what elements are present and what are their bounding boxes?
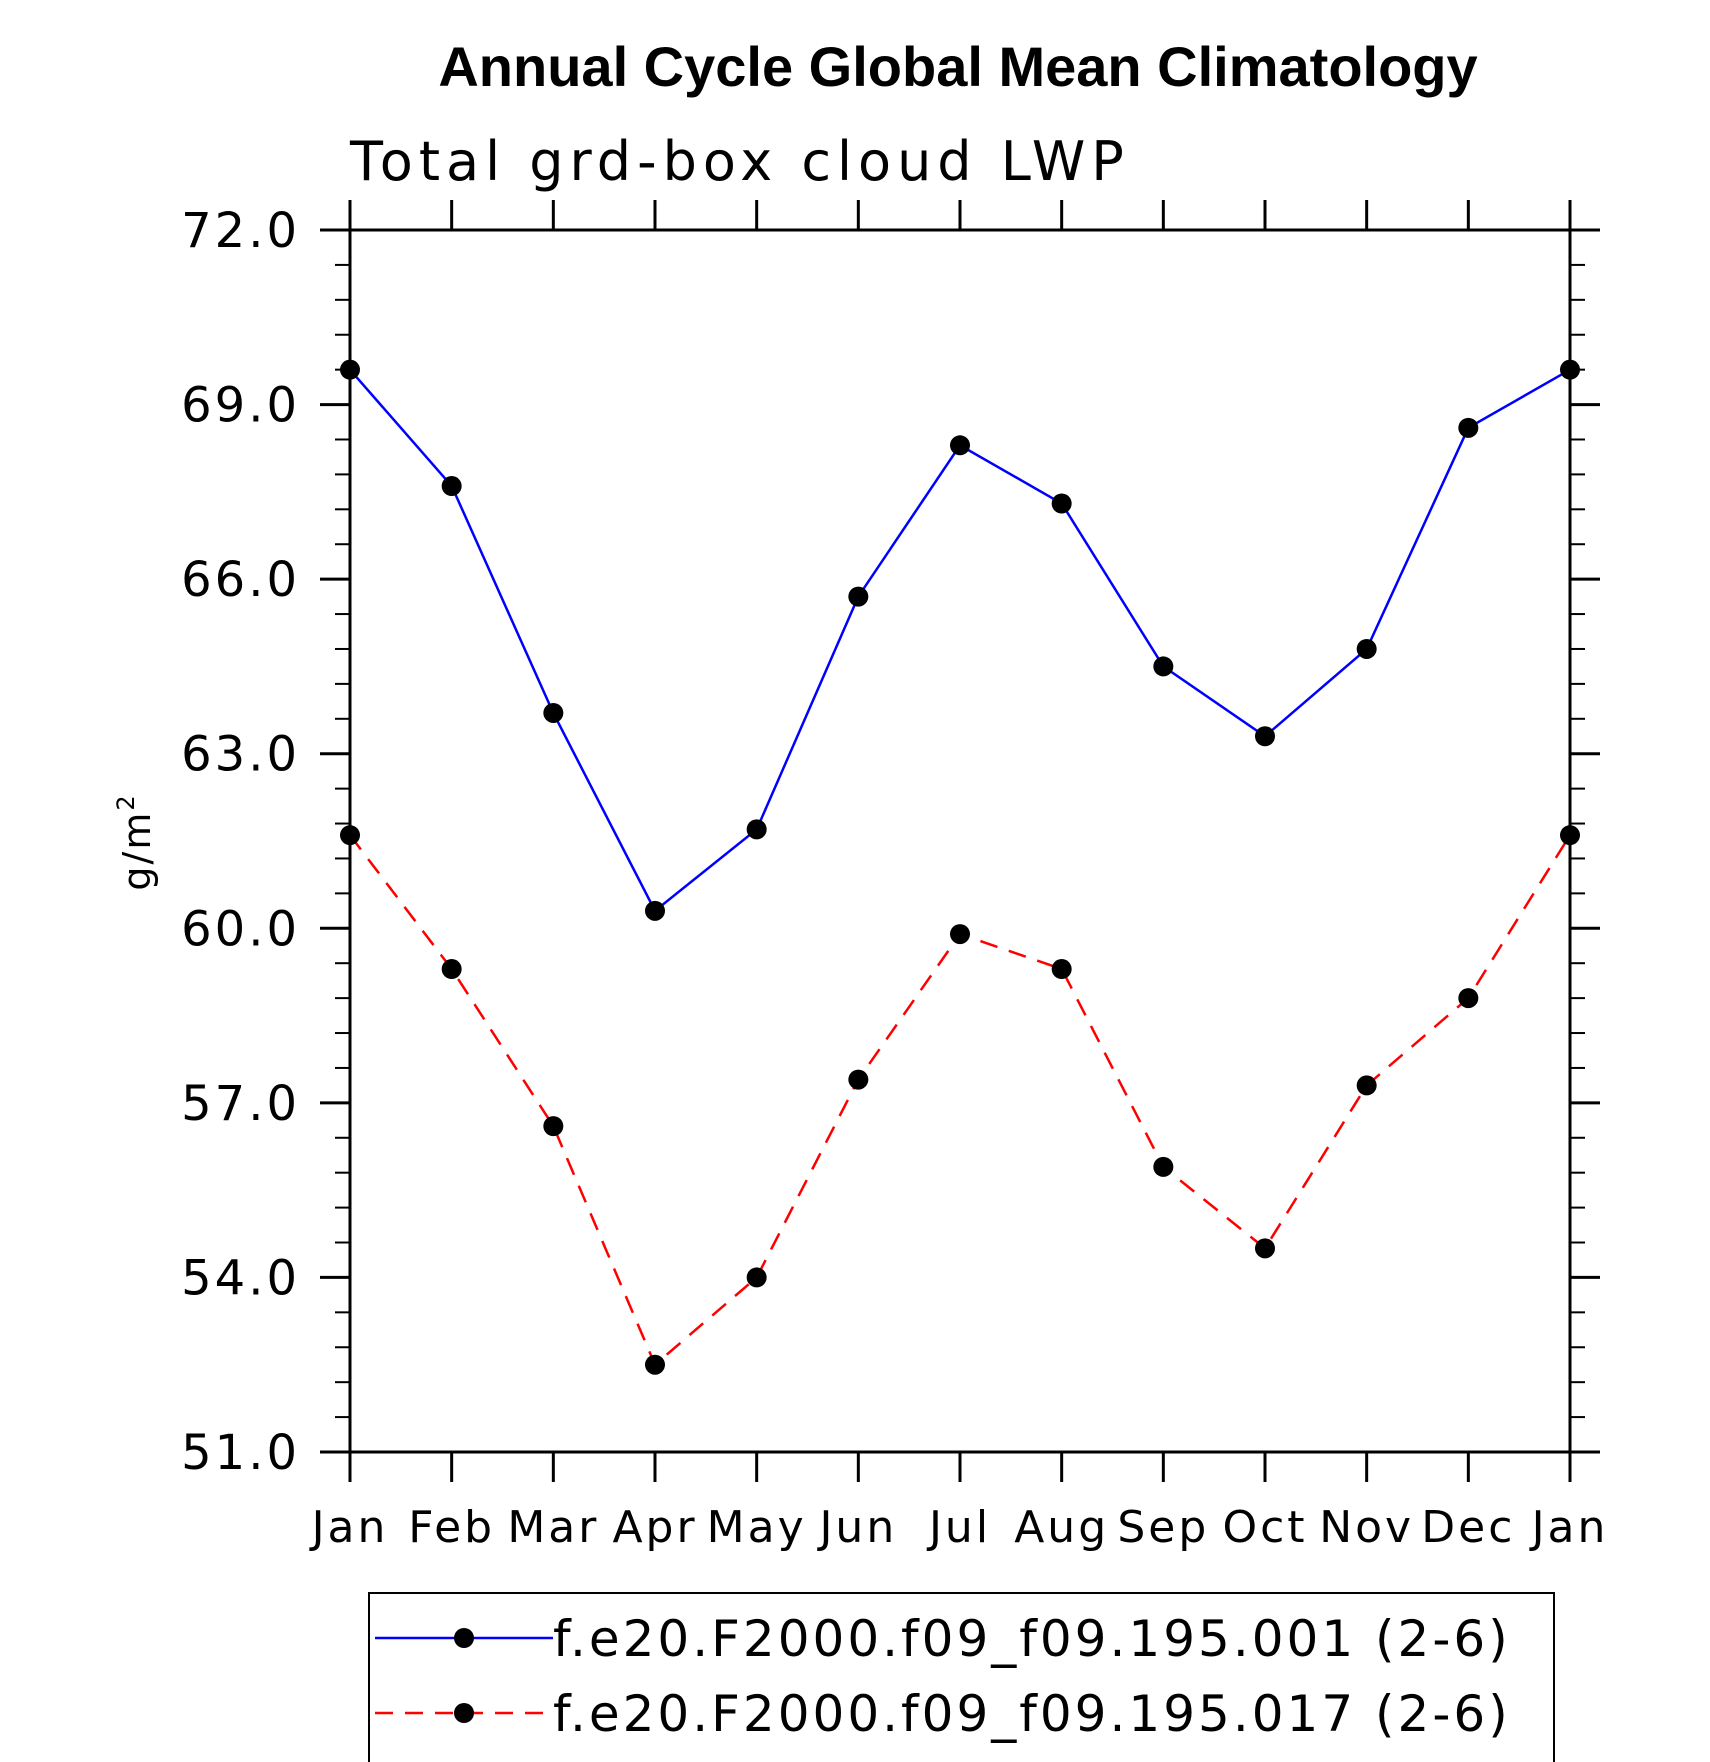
legend-marker-series-2: [454, 1703, 474, 1723]
y-tick-label: 66.0: [181, 552, 300, 608]
legend: f.e20.F2000.f09_f09.195.001 (2-6) f.e20.…: [368, 1592, 1555, 1762]
chart-subtitle: Total grd-box cloud LWP: [349, 130, 1130, 193]
plot-frame: [348, 228, 1572, 1454]
series-1-point: [1255, 726, 1275, 747]
y-tick-label: 54.0: [181, 1250, 300, 1306]
x-tick-label: Feb: [408, 1502, 495, 1553]
series-1-point: [1560, 359, 1580, 380]
series-1-point: [1458, 417, 1479, 438]
legend-label-series-2: f.e20.F2000.f09_f09.195.017 (2-6): [553, 1685, 1511, 1743]
series-1-point: [543, 702, 564, 723]
x-tick-label: Sep: [1117, 1502, 1209, 1553]
x-tick-label: Apr: [612, 1502, 697, 1553]
y-tick-label: 69.0: [181, 378, 300, 434]
legend-box: [368, 1592, 1555, 1762]
y-axis-label-exponent: 2: [112, 793, 140, 810]
series-1-point: [1356, 638, 1377, 659]
series-2-point: [340, 825, 360, 846]
y-axis-label-unit: g/m: [115, 811, 159, 891]
x-tick-label: Oct: [1222, 1502, 1307, 1553]
x-tick-label: Mar: [507, 1502, 599, 1553]
y-tick-label: 72.0: [181, 203, 300, 259]
y-tick-label: 63.0: [181, 727, 300, 783]
x-tick-label: Aug: [1014, 1502, 1109, 1553]
series-2-point: [441, 959, 462, 980]
series-2-point: [543, 1116, 564, 1137]
series-1-point: [645, 900, 665, 921]
series-2-point: [1560, 825, 1580, 846]
legend-marker-series-1: [454, 1628, 474, 1648]
series-2-point: [746, 1267, 767, 1288]
series-1-point: [1153, 656, 1174, 677]
x-tick-label: Jul: [926, 1502, 991, 1553]
series-1-point: [340, 359, 360, 380]
series-2-point: [1356, 1075, 1377, 1096]
series-2-point: [645, 1354, 665, 1375]
x-tick-label: Nov: [1319, 1502, 1414, 1553]
x-tick-label: May: [707, 1502, 807, 1553]
y-tick-label: 60.0: [181, 901, 300, 957]
series-2-point: [1153, 1156, 1174, 1177]
y-tick-label: 57.0: [181, 1076, 300, 1132]
x-tick-label: Jun: [816, 1502, 897, 1553]
legend-label-series-1: f.e20.F2000.f09_f09.195.001 (2-6): [553, 1610, 1511, 1668]
x-tick-label: Jan: [309, 1502, 389, 1553]
series-2-point: [950, 924, 970, 945]
series-2-point: [1051, 959, 1072, 980]
series-2-point: [1458, 988, 1479, 1009]
y-axis-label: g/m2: [112, 793, 159, 890]
series-1-point: [950, 435, 970, 456]
svg-text:g/m2: g/m2: [112, 793, 159, 890]
series-1-point: [1051, 493, 1072, 514]
y-tick-label: 51.0: [181, 1425, 300, 1481]
series-2-point: [1255, 1238, 1275, 1259]
series-1-point: [848, 586, 869, 607]
series-1-point: [746, 819, 767, 840]
x-tick-label: Dec: [1421, 1502, 1515, 1553]
series-2-point: [848, 1069, 869, 1090]
series-lines: [349, 368, 1572, 1367]
series-line-2: [349, 834, 1572, 1367]
chart-title: Annual Cycle Global Mean Climatology: [438, 35, 1477, 98]
series-markers: [340, 359, 1580, 1375]
x-tick-label: Jan: [1529, 1502, 1609, 1553]
series-1-point: [441, 476, 462, 497]
